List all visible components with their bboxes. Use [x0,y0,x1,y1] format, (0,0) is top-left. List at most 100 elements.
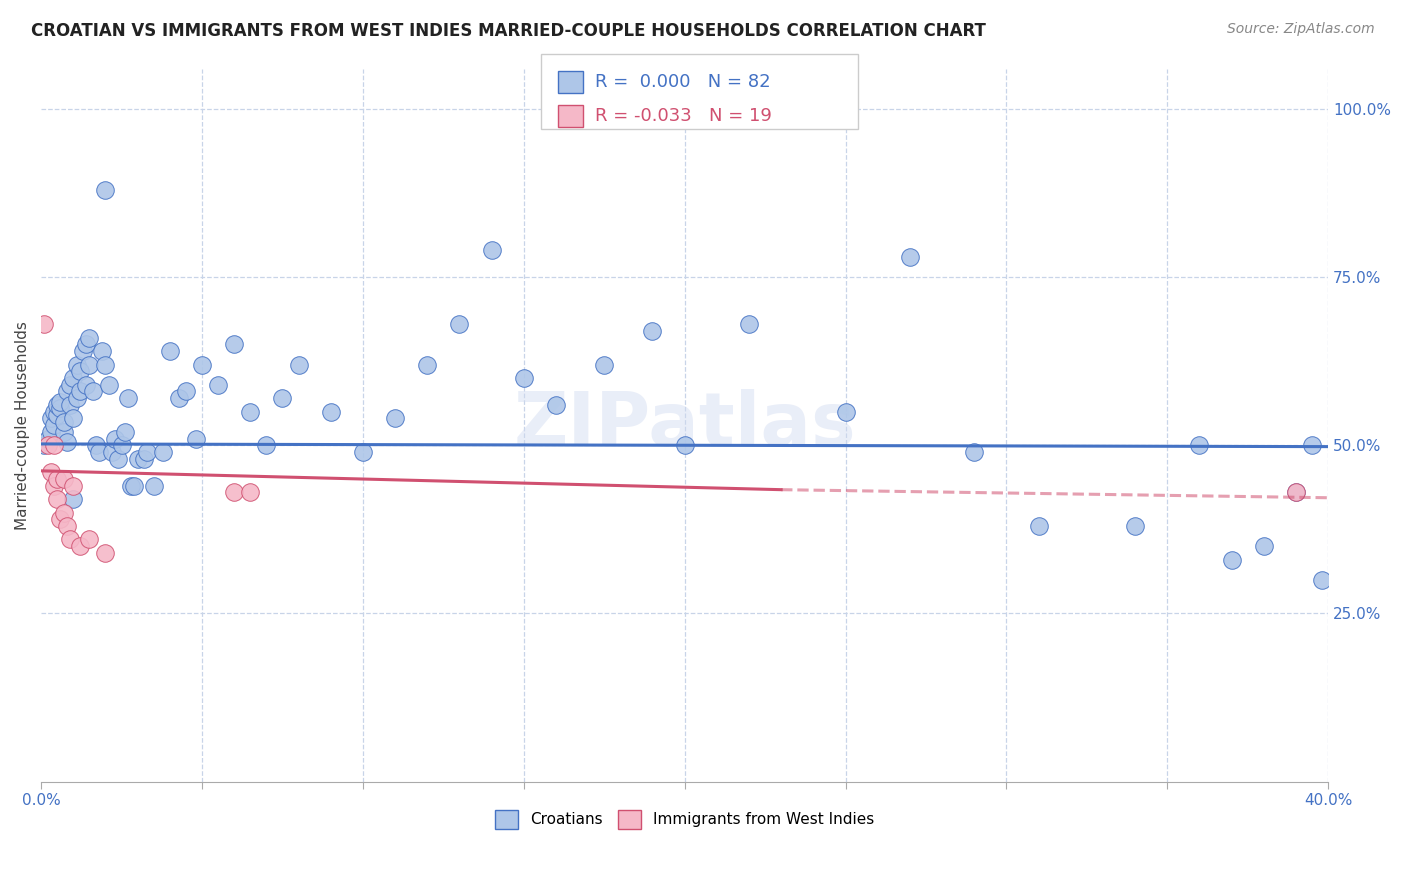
Point [52,506,75,520]
Point [641,324,664,338]
Point [169,391,191,405]
Point [59,377,82,392]
Point [37,432,59,446]
Point [544,398,567,412]
Point [46,408,69,422]
Point [738,317,761,331]
Point [49,512,72,526]
Point [239,485,262,500]
Point [62,371,84,385]
Point [69,364,91,378]
Point [352,445,374,459]
Point [136,445,159,459]
Point [159,344,181,359]
Point [39,411,62,425]
Point [65,391,87,405]
Text: CROATIAN VS IMMIGRANTS FROM WEST INDIES MARRIED-COUPLE HOUSEHOLDS CORRELATION CH: CROATIAN VS IMMIGRANTS FROM WEST INDIES … [31,22,986,40]
Point [34,317,56,331]
Point [963,445,986,459]
Point [1310,573,1333,587]
Point [142,478,165,492]
Point [42,478,65,492]
Point [42,438,65,452]
Point [287,358,309,372]
Text: R = -0.033   N = 19: R = -0.033 N = 19 [595,107,772,125]
Point [49,401,72,416]
Point [1123,519,1146,533]
Point [72,344,94,359]
Point [37,438,59,452]
Point [1188,438,1211,452]
Point [62,492,84,507]
Point [104,432,127,446]
Point [49,394,72,409]
Point [254,438,277,452]
Point [65,358,87,372]
Point [97,377,120,392]
Point [271,391,294,405]
Point [46,472,69,486]
Point [52,425,75,439]
Point [87,445,110,459]
Text: Source: ZipAtlas.com: Source: ZipAtlas.com [1227,22,1375,37]
Point [69,384,91,399]
Point [107,451,129,466]
Point [449,317,471,331]
Point [124,478,146,492]
Point [62,478,84,492]
Point [174,384,197,399]
Point [1301,438,1323,452]
Text: R =  0.000   N = 82: R = 0.000 N = 82 [595,73,770,91]
Point [79,358,101,372]
Point [416,358,439,372]
Point [117,391,139,405]
Point [82,384,104,399]
Point [75,377,97,392]
Point [120,478,142,492]
Point [481,243,503,257]
Point [1220,552,1243,566]
Point [673,438,696,452]
Point [79,533,101,547]
Point [127,451,149,466]
Point [75,337,97,351]
Point [110,438,132,452]
Point [184,432,207,446]
Point [94,358,117,372]
Point [62,411,84,425]
Point [224,485,246,500]
Point [224,337,246,351]
Point [91,344,114,359]
Point [56,384,79,399]
Point [34,438,56,452]
Point [593,358,616,372]
Point [59,398,82,412]
Point [898,250,921,264]
Point [1028,519,1050,533]
Point [132,451,155,466]
Point [84,438,107,452]
Point [152,445,174,459]
Point [834,404,856,418]
Point [384,411,406,425]
Point [42,418,65,433]
Point [59,533,82,547]
Legend: Croatians, Immigrants from West Indies: Croatians, Immigrants from West Indies [489,804,880,835]
Point [52,472,75,486]
Point [114,425,136,439]
Point [1285,485,1308,500]
Point [239,404,262,418]
Point [52,415,75,429]
Point [56,434,79,449]
Point [1285,485,1308,500]
Point [1253,539,1275,553]
Text: ZIPatlas: ZIPatlas [513,389,856,461]
Point [42,404,65,418]
Point [94,183,117,197]
Point [319,404,342,418]
Point [101,445,124,459]
Point [94,546,117,560]
Point [46,398,69,412]
Point [79,331,101,345]
Point [69,539,91,553]
